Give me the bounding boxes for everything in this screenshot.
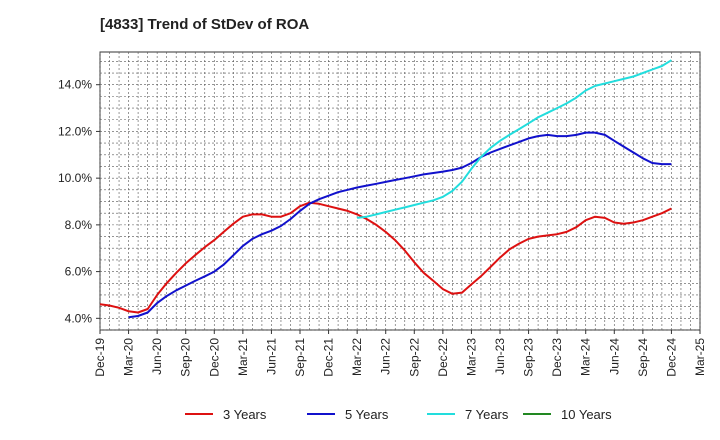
legend-label: 5 Years — [345, 407, 389, 422]
x-tick-label: Sep-22 — [407, 338, 421, 377]
x-tick-label: Sep-20 — [179, 338, 193, 377]
x-tick-label: Mar-21 — [236, 338, 250, 376]
plot-area — [99, 51, 701, 331]
legend-label: 7 Years — [465, 407, 509, 422]
x-tick-label: Mar-23 — [464, 338, 478, 376]
x-tick-label: Jun-23 — [493, 338, 507, 375]
x-tick-label: Mar-22 — [350, 338, 364, 376]
x-tick-label: Dec-22 — [436, 338, 450, 377]
series-line-3-years — [99, 201, 672, 314]
y-tick-label: 10.0% — [58, 171, 92, 185]
x-tick-label: Mar-20 — [122, 338, 136, 376]
chart-title: [4833] Trend of StDev of ROA — [100, 16, 309, 33]
y-tick-label: 8.0% — [65, 218, 93, 232]
legend-item-3-years: 3 Years — [185, 407, 267, 422]
y-tick-label: 14.0% — [58, 78, 92, 92]
x-tick-label: Sep-23 — [522, 338, 536, 377]
x-tick-label: Jun-24 — [607, 338, 621, 375]
x-tick-label: Sep-21 — [293, 338, 307, 377]
x-tick-label: Jun-20 — [150, 338, 164, 375]
legend: 3 Years 5 Years 7 Years 10 Years — [185, 407, 612, 422]
legend-label: 3 Years — [223, 407, 267, 422]
plot-frame — [99, 51, 701, 331]
x-axis: Dec-19 Mar-20 Jun-20 Sep-20 Dec-20 Mar-21 Jun-… — [93, 330, 707, 377]
x-tick-label: Dec-23 — [550, 338, 564, 377]
x-tick-label: Dec-21 — [322, 338, 336, 377]
legend-item-5-years: 5 Years — [307, 407, 389, 422]
x-tick-label: Jun-22 — [379, 338, 393, 375]
legend-item-7-years: 7 Years — [427, 407, 509, 422]
x-tick-label: Sep-24 — [636, 338, 650, 377]
x-tick-label: Dec-24 — [664, 338, 678, 377]
y-axis: 4.0% 6.0% 8.0% 10.0% 12.0% 14.0% — [58, 78, 100, 325]
x-tick-label: Mar-25 — [693, 338, 707, 376]
x-tick-label: Dec-19 — [93, 338, 107, 377]
x-tick-label: Dec-20 — [207, 338, 221, 377]
series-line-7-years — [356, 59, 672, 219]
x-tick-label: Mar-24 — [579, 338, 593, 376]
legend-item-10-years: 10 Years — [523, 407, 612, 422]
series-layer — [99, 59, 672, 319]
legend-label: 10 Years — [561, 407, 612, 422]
y-tick-label: 6.0% — [65, 265, 93, 279]
series-line-5-years — [128, 131, 672, 319]
y-tick-label: 4.0% — [65, 311, 93, 325]
y-tick-label: 12.0% — [58, 124, 92, 138]
x-tick-label: Jun-21 — [264, 338, 278, 375]
